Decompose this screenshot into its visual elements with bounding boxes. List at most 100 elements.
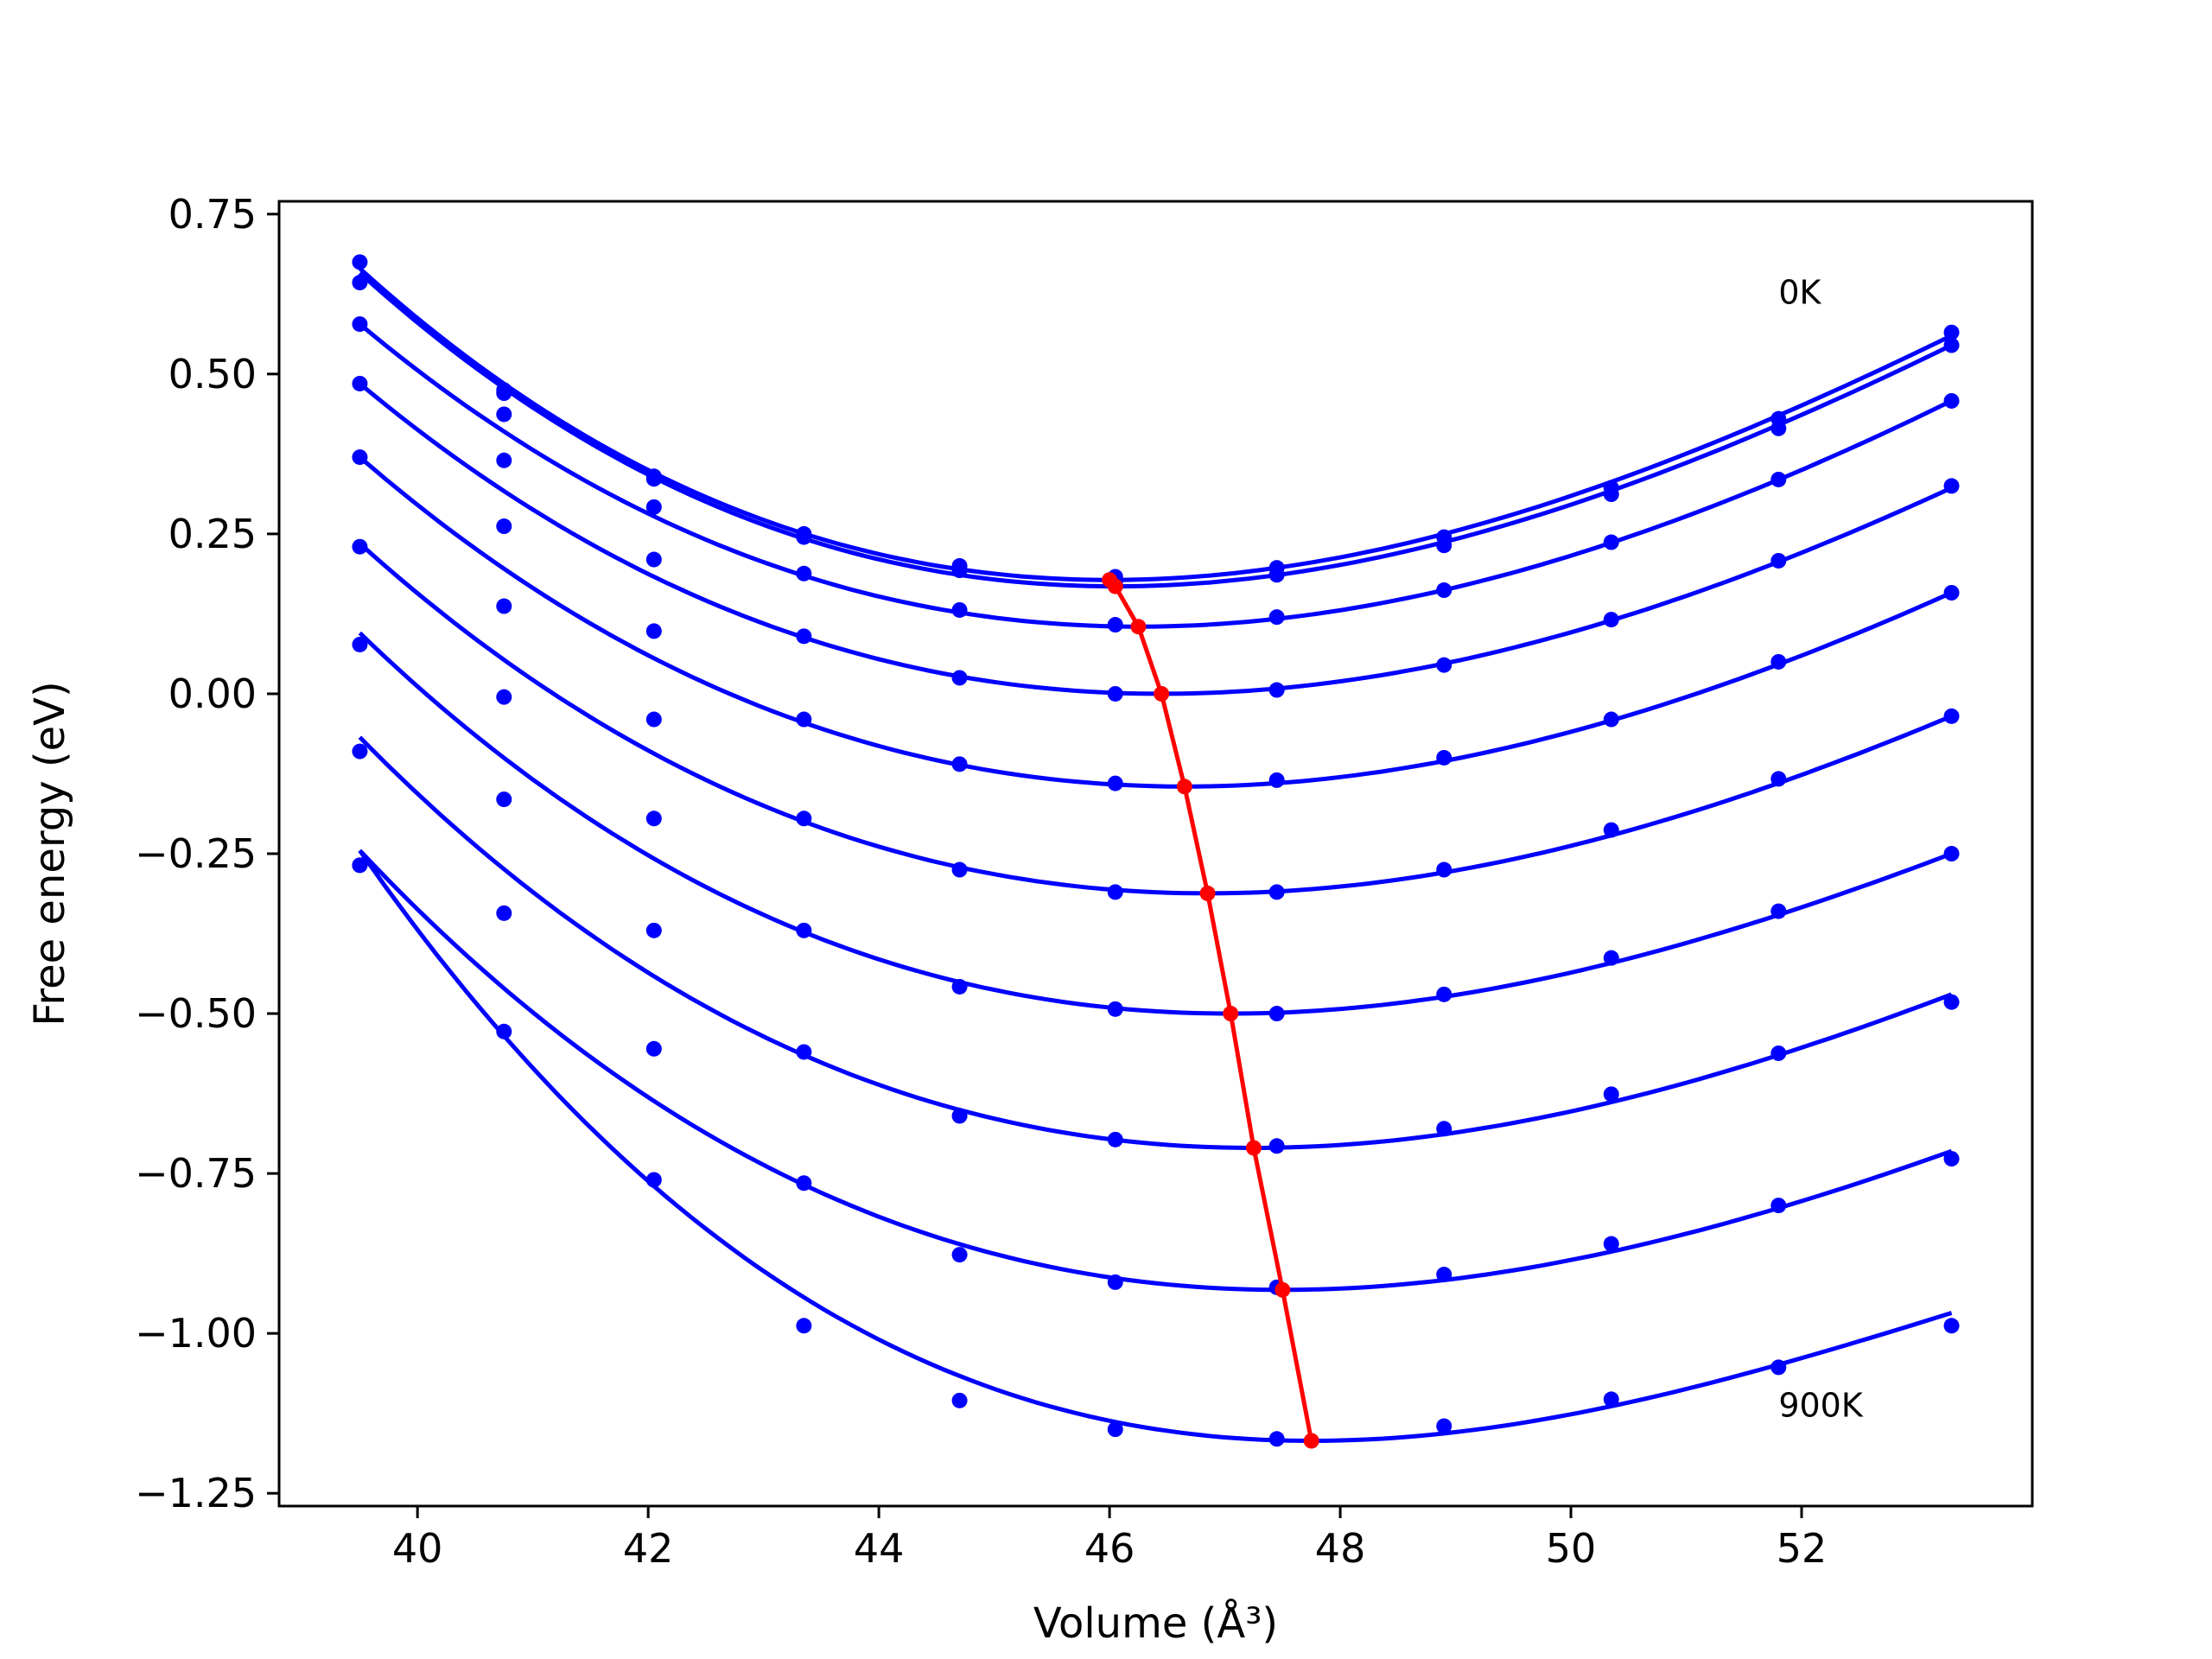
x-tick-label: 42: [623, 1525, 674, 1572]
data-point: [1603, 1086, 1619, 1103]
data-point: [645, 922, 662, 938]
data-point: [1107, 1274, 1123, 1290]
isotherm-curves: [358, 266, 1953, 1444]
data-point: [352, 743, 368, 760]
y-tick-label: −0.75: [135, 1150, 257, 1197]
data-point: [1107, 617, 1123, 633]
data-point: [496, 385, 512, 402]
data-point: [645, 1040, 662, 1057]
data-point: [1107, 884, 1123, 900]
data-point: [1770, 552, 1787, 569]
data-point: [1770, 1045, 1787, 1061]
minimum-point: [1130, 619, 1147, 635]
data-point: [1943, 392, 1960, 409]
data-point: [1943, 708, 1960, 724]
temperature-annotation: 900K: [1778, 1386, 1864, 1424]
data-point: [796, 1044, 812, 1060]
data-point: [1436, 986, 1452, 1002]
x-tick-label: 50: [1546, 1525, 1597, 1572]
data-point: [1436, 537, 1452, 554]
data-point: [1603, 711, 1619, 728]
data-point: [645, 810, 662, 827]
y-tick-label: 0.25: [168, 511, 257, 557]
data-point: [352, 275, 368, 291]
data-point: [1943, 337, 1960, 353]
data-point: [496, 791, 512, 808]
data-point: [1268, 1431, 1285, 1447]
isotherm-curve: [358, 631, 1953, 1016]
data-point: [1436, 1418, 1452, 1434]
data-point: [1107, 1001, 1123, 1017]
y-tick-label: 0.00: [168, 671, 257, 717]
data-point: [352, 636, 368, 652]
data-point: [1268, 1138, 1285, 1154]
minimum-point: [1107, 578, 1123, 594]
y-tick-label: −1.25: [135, 1470, 257, 1516]
data-point: [496, 406, 512, 423]
data-point: [645, 1172, 662, 1188]
data-point: [496, 598, 512, 614]
data-point: [645, 551, 662, 568]
data-point: [1436, 1121, 1452, 1137]
data-point: [1943, 324, 1960, 340]
data-point: [1268, 567, 1285, 583]
data-point: [1436, 657, 1452, 673]
isotherm-curve: [358, 322, 1953, 629]
data-point: [951, 756, 968, 772]
data-point: [496, 1023, 512, 1039]
data-point: [352, 375, 368, 391]
data-point: [1603, 486, 1619, 503]
minimum-point: [1223, 1006, 1239, 1022]
data-point: [496, 689, 512, 705]
data-point: [645, 623, 662, 639]
x-tick-label: 52: [1777, 1525, 1827, 1572]
data-point: [796, 711, 812, 728]
isotherm-curve: [358, 735, 1953, 1150]
data-point: [1770, 1198, 1787, 1214]
data-point: [496, 518, 512, 535]
x-tick-label: 40: [392, 1525, 443, 1572]
data-point: [1770, 903, 1787, 919]
data-point: [951, 861, 968, 878]
data-point: [1268, 682, 1285, 698]
minimum-path-line: [1108, 578, 1314, 1441]
minimum-point: [1199, 885, 1216, 901]
data-point: [951, 1108, 968, 1124]
minimum-point: [1176, 779, 1192, 795]
data-point: [1943, 1318, 1960, 1334]
data-point: [1107, 685, 1123, 702]
data-point: [796, 529, 812, 545]
data-point: [1770, 471, 1787, 487]
data-point: [951, 670, 968, 686]
data-point: [496, 452, 512, 468]
data-point: [796, 628, 812, 645]
minimum-point: [1245, 1140, 1262, 1156]
minimum-path: [1102, 572, 1319, 1449]
data-point: [951, 1247, 968, 1263]
data-point: [951, 1392, 968, 1408]
data-point: [1268, 884, 1285, 900]
data-point: [1107, 1421, 1123, 1438]
data-point: [1943, 478, 1960, 494]
data-point: [796, 922, 812, 938]
x-axis-ticks: 40 42 44 46 48 50 52: [392, 1506, 1827, 1572]
data-point: [796, 1175, 812, 1192]
data-point: [1770, 653, 1787, 670]
data-point: [796, 810, 812, 827]
data-point: [1770, 1359, 1787, 1376]
data-point: [1943, 585, 1960, 601]
isotherm-curve: [358, 849, 1953, 1293]
data-point: [1603, 822, 1619, 838]
isotherm-curve: [358, 455, 1953, 789]
x-axis-title: Volume (Å³): [1033, 1599, 1278, 1648]
isotherm-curve: [358, 542, 1953, 896]
temperature-annotations: 0K 900K: [1778, 273, 1864, 1424]
y-tick-label: 0.75: [168, 191, 257, 238]
y-axis-ticks: 0.75 0.50 0.25 0.00 −0.25 −0.50 −0.75 −1.00 −1.2…: [135, 191, 279, 1516]
y-tick-label: −0.50: [135, 990, 257, 1037]
data-point: [1943, 994, 1960, 1010]
isotherm-points: [352, 254, 1960, 1447]
data-point: [1107, 775, 1123, 791]
